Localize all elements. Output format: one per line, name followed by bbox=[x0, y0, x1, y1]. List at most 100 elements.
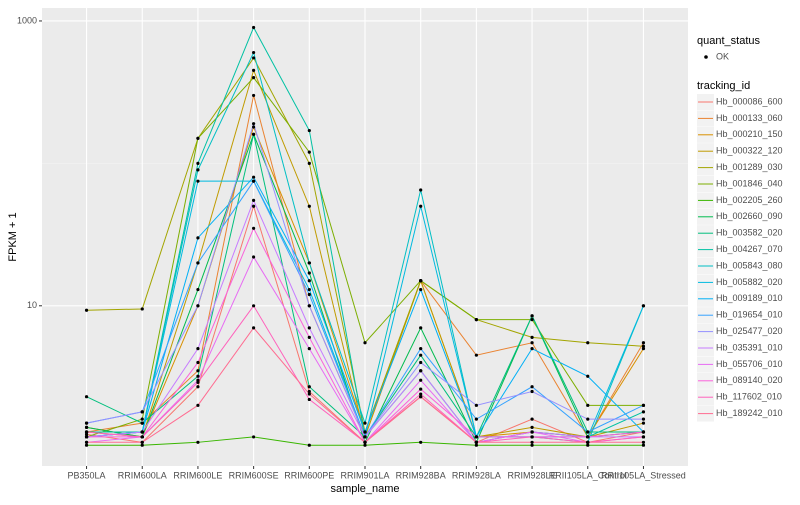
point bbox=[641, 417, 646, 421]
point bbox=[84, 432, 89, 437]
x-tick-label: RRIM928LA bbox=[452, 470, 501, 480]
point bbox=[84, 425, 89, 429]
point bbox=[419, 326, 423, 330]
legend-label: Hb_000133_060 bbox=[716, 113, 783, 123]
x-tick-label: RRIM600LA bbox=[118, 470, 167, 480]
point bbox=[84, 430, 89, 434]
point bbox=[641, 435, 646, 439]
point bbox=[140, 417, 144, 421]
point bbox=[363, 421, 367, 425]
point bbox=[419, 378, 423, 382]
point bbox=[641, 410, 646, 414]
point bbox=[252, 304, 256, 308]
point bbox=[307, 279, 311, 283]
point bbox=[530, 430, 534, 434]
point bbox=[252, 326, 256, 330]
point bbox=[196, 136, 200, 140]
point bbox=[307, 204, 311, 208]
point bbox=[307, 392, 311, 396]
point bbox=[641, 341, 646, 345]
point bbox=[140, 435, 144, 439]
point bbox=[474, 317, 478, 322]
y-tick-label: 1000 bbox=[17, 15, 37, 25]
point bbox=[252, 175, 256, 179]
legend-title: tracking_id bbox=[697, 80, 750, 92]
point bbox=[252, 132, 256, 136]
point bbox=[419, 188, 423, 192]
point bbox=[530, 389, 534, 394]
point bbox=[196, 236, 200, 240]
point bbox=[84, 421, 89, 425]
point bbox=[307, 271, 311, 275]
legend-label: Hb_025477_020 bbox=[716, 326, 783, 336]
point bbox=[641, 347, 646, 351]
legend-label: Hb_000322_120 bbox=[716, 146, 783, 156]
point bbox=[363, 443, 367, 447]
x-tick-label: RRIM600PE bbox=[284, 470, 334, 480]
point bbox=[641, 304, 646, 308]
point bbox=[419, 392, 423, 396]
legend-label: Hb_003582_020 bbox=[716, 228, 783, 238]
point bbox=[307, 292, 311, 297]
legend-label: Hb_035391_010 bbox=[716, 342, 783, 352]
point bbox=[252, 25, 256, 30]
point bbox=[530, 314, 534, 318]
point bbox=[474, 353, 478, 357]
point bbox=[586, 374, 590, 378]
point bbox=[586, 341, 590, 345]
x-tick-label: RRII105LA_Stressed bbox=[601, 470, 686, 480]
point bbox=[252, 179, 256, 183]
legend-label: Hb_009189_010 bbox=[716, 293, 783, 303]
point bbox=[474, 435, 478, 439]
point bbox=[474, 443, 478, 447]
point bbox=[419, 347, 423, 351]
point bbox=[419, 204, 423, 208]
point bbox=[530, 335, 534, 339]
point bbox=[530, 341, 534, 345]
point bbox=[530, 317, 534, 322]
point bbox=[586, 430, 590, 434]
shape-legend-key bbox=[704, 55, 708, 59]
point bbox=[307, 347, 311, 351]
point bbox=[530, 417, 534, 421]
x-tick-label: PB350LA bbox=[68, 470, 106, 480]
point bbox=[252, 255, 256, 259]
point bbox=[140, 421, 144, 425]
point bbox=[84, 443, 89, 447]
point bbox=[84, 440, 89, 444]
point bbox=[196, 179, 200, 183]
point bbox=[196, 440, 200, 444]
point bbox=[641, 403, 646, 407]
point bbox=[140, 410, 144, 414]
point bbox=[419, 360, 423, 365]
point bbox=[140, 440, 144, 444]
point bbox=[307, 304, 311, 308]
point bbox=[530, 440, 534, 444]
point bbox=[252, 56, 256, 60]
x-tick-label: RRIM600LE bbox=[173, 470, 222, 480]
point bbox=[586, 440, 590, 444]
point bbox=[641, 440, 646, 444]
legend-label: Hb_001289_030 bbox=[716, 162, 783, 172]
point bbox=[419, 440, 423, 444]
legend-label: Hb_019654_010 bbox=[716, 310, 783, 320]
point bbox=[307, 161, 311, 165]
point bbox=[641, 421, 646, 425]
point bbox=[307, 389, 311, 394]
point bbox=[307, 397, 311, 402]
point bbox=[530, 443, 534, 447]
y-tick-label: 10 bbox=[27, 300, 37, 310]
point bbox=[474, 440, 478, 444]
point bbox=[252, 93, 256, 98]
point bbox=[140, 443, 144, 447]
x-axis-title: sample_name bbox=[330, 483, 399, 495]
point bbox=[196, 287, 200, 292]
point bbox=[196, 161, 200, 165]
legend-label: Hb_002660_090 bbox=[716, 211, 783, 221]
point bbox=[474, 417, 478, 421]
point bbox=[363, 435, 367, 439]
point bbox=[252, 122, 256, 126]
legend-label: Hb_004267_070 bbox=[716, 244, 783, 254]
point bbox=[307, 128, 311, 133]
